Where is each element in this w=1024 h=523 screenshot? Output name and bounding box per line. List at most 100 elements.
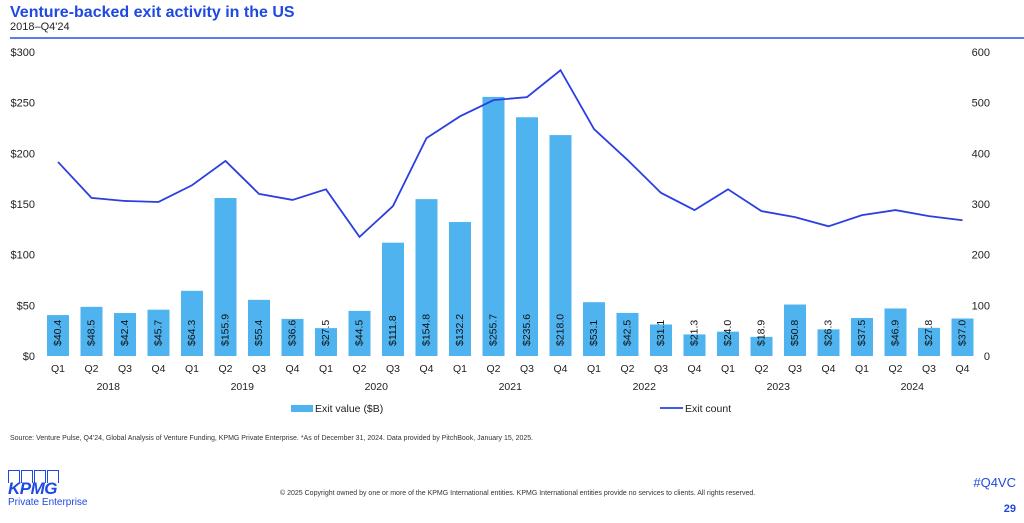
bar-data-label: $111.8: [387, 315, 399, 346]
bar: [549, 135, 572, 356]
right-axis-tick: 400: [972, 148, 990, 160]
bar-data-label: $235.6: [521, 314, 533, 346]
bar-data-label: $18.9: [755, 320, 767, 346]
x-tick-label: Q2: [84, 363, 98, 375]
x-tick-label: Q4: [687, 363, 701, 375]
bar: [248, 299, 270, 356]
x-tick-label: Q2: [218, 363, 232, 375]
exit-activity-chart: $0 $50 $100 $150 $200 $250 $300 0 100 200 300 400 50…: [11, 47, 990, 415]
page-subtitle: 2018–Q4'24: [10, 21, 70, 33]
bar-data-label: $21.3: [688, 320, 700, 346]
bar: [683, 334, 706, 356]
year-label: 2023: [767, 381, 791, 393]
x-tick-label: Q3: [386, 363, 400, 375]
bar: [214, 198, 237, 356]
bar: [348, 310, 371, 356]
x-tick-label: Q4: [553, 363, 567, 375]
bar: [516, 117, 538, 356]
bar: [80, 306, 103, 356]
bar: [181, 290, 203, 356]
left-axis-tick: $50: [17, 300, 35, 312]
x-tick-label: Q2: [352, 363, 366, 375]
x-tick-label: Q1: [587, 363, 601, 375]
bar-data-label: $48.5: [85, 320, 97, 346]
copyright: © 2025 Copyright owned by one or more of…: [280, 490, 756, 497]
bar-data-label: $64.3: [186, 320, 198, 346]
bar-data-label: $27.5: [320, 320, 332, 346]
bar-data-label: $218.0: [554, 314, 566, 346]
x-tick-label: Q4: [821, 363, 835, 375]
x-tick-label: Q3: [922, 363, 936, 375]
year-label: 2021: [499, 381, 523, 393]
left-axis-tick: $250: [11, 98, 35, 110]
x-tick-label: Q2: [888, 363, 902, 375]
x-tick-label: Q4: [419, 363, 433, 375]
legend-bar-label: Exit value ($B): [315, 403, 383, 415]
bar: [717, 331, 739, 356]
x-tick-label: Q1: [453, 363, 467, 375]
left-axis-tick: $0: [23, 351, 35, 363]
x-tick-label: Q1: [319, 363, 333, 375]
x-tick-label: Q2: [754, 363, 768, 375]
right-axis-tick: 0: [984, 351, 990, 363]
bar: [449, 222, 471, 356]
logo-text: KPMG: [8, 479, 58, 498]
bar: [382, 242, 404, 356]
bar-data-label: $55.4: [253, 320, 265, 346]
right-axis-tick: 600: [972, 47, 990, 59]
kpmg-logo: KPMG Private Enterprise: [8, 470, 87, 508]
bar: [817, 329, 840, 356]
bar-data-label: $26.3: [822, 320, 834, 346]
bar-data-label: $36.6: [286, 320, 298, 346]
x-tick-label: Q4: [955, 363, 969, 375]
logo-subtext: Private Enterprise: [8, 497, 88, 508]
bar-data-label: $24.0: [722, 320, 734, 346]
bar-data-label: $45.7: [152, 320, 164, 346]
x-tick-label: Q2: [486, 363, 500, 375]
left-axis-tick: $200: [11, 148, 35, 160]
bar: [47, 315, 69, 356]
bar: [616, 312, 639, 356]
x-tick-label: Q1: [51, 363, 65, 375]
bar: [583, 302, 605, 356]
bar: [114, 313, 136, 356]
bar-data-label: $37.5: [856, 320, 868, 346]
bar: [750, 336, 773, 356]
bar-data-label: $42.4: [119, 320, 131, 346]
bar-data-label: $40.4: [52, 320, 64, 346]
bar: [851, 318, 873, 356]
bar-data-label: $50.8: [789, 320, 801, 346]
bar: [415, 199, 438, 356]
bar: [281, 318, 304, 356]
bar: [147, 309, 170, 356]
bar: [650, 324, 672, 356]
x-tick-label: Q3: [252, 363, 266, 375]
legend-line-label: Exit count: [685, 403, 731, 415]
page-title: Venture-backed exit activity in the US: [10, 4, 295, 21]
source-note: Source: Venture Pulse, Q4'24, Global Ana…: [10, 435, 534, 442]
year-label: 2018: [97, 381, 121, 393]
bar-data-label: $154.8: [420, 314, 432, 346]
bar: [315, 328, 337, 356]
x-tick-label: Q3: [654, 363, 668, 375]
left-axis-tick: $150: [11, 199, 35, 211]
x-tick-label: Q1: [721, 363, 735, 375]
left-axis-tick: $100: [11, 250, 35, 262]
left-axis-tick: $300: [11, 47, 35, 59]
exit-count-line: [57, 68, 963, 239]
bar-data-label: $31.1: [655, 320, 667, 346]
bar-data-label: $37.0: [956, 320, 968, 346]
right-axis-tick: 200: [972, 250, 990, 262]
bar: [784, 304, 806, 356]
x-tick-label: Q3: [118, 363, 132, 375]
page-number: 29: [1003, 503, 1016, 515]
hashtag: #Q4VC: [973, 475, 1016, 490]
x-tick-label: Q1: [855, 363, 869, 375]
right-axis-tick: 500: [972, 98, 990, 110]
bar-data-label: $42.5: [621, 320, 633, 346]
x-tick-label: Q4: [285, 363, 299, 375]
x-tick-label: Q3: [520, 363, 534, 375]
bar: [951, 318, 974, 356]
bar-data-label: $53.1: [588, 320, 600, 346]
year-label: 2022: [633, 381, 657, 393]
